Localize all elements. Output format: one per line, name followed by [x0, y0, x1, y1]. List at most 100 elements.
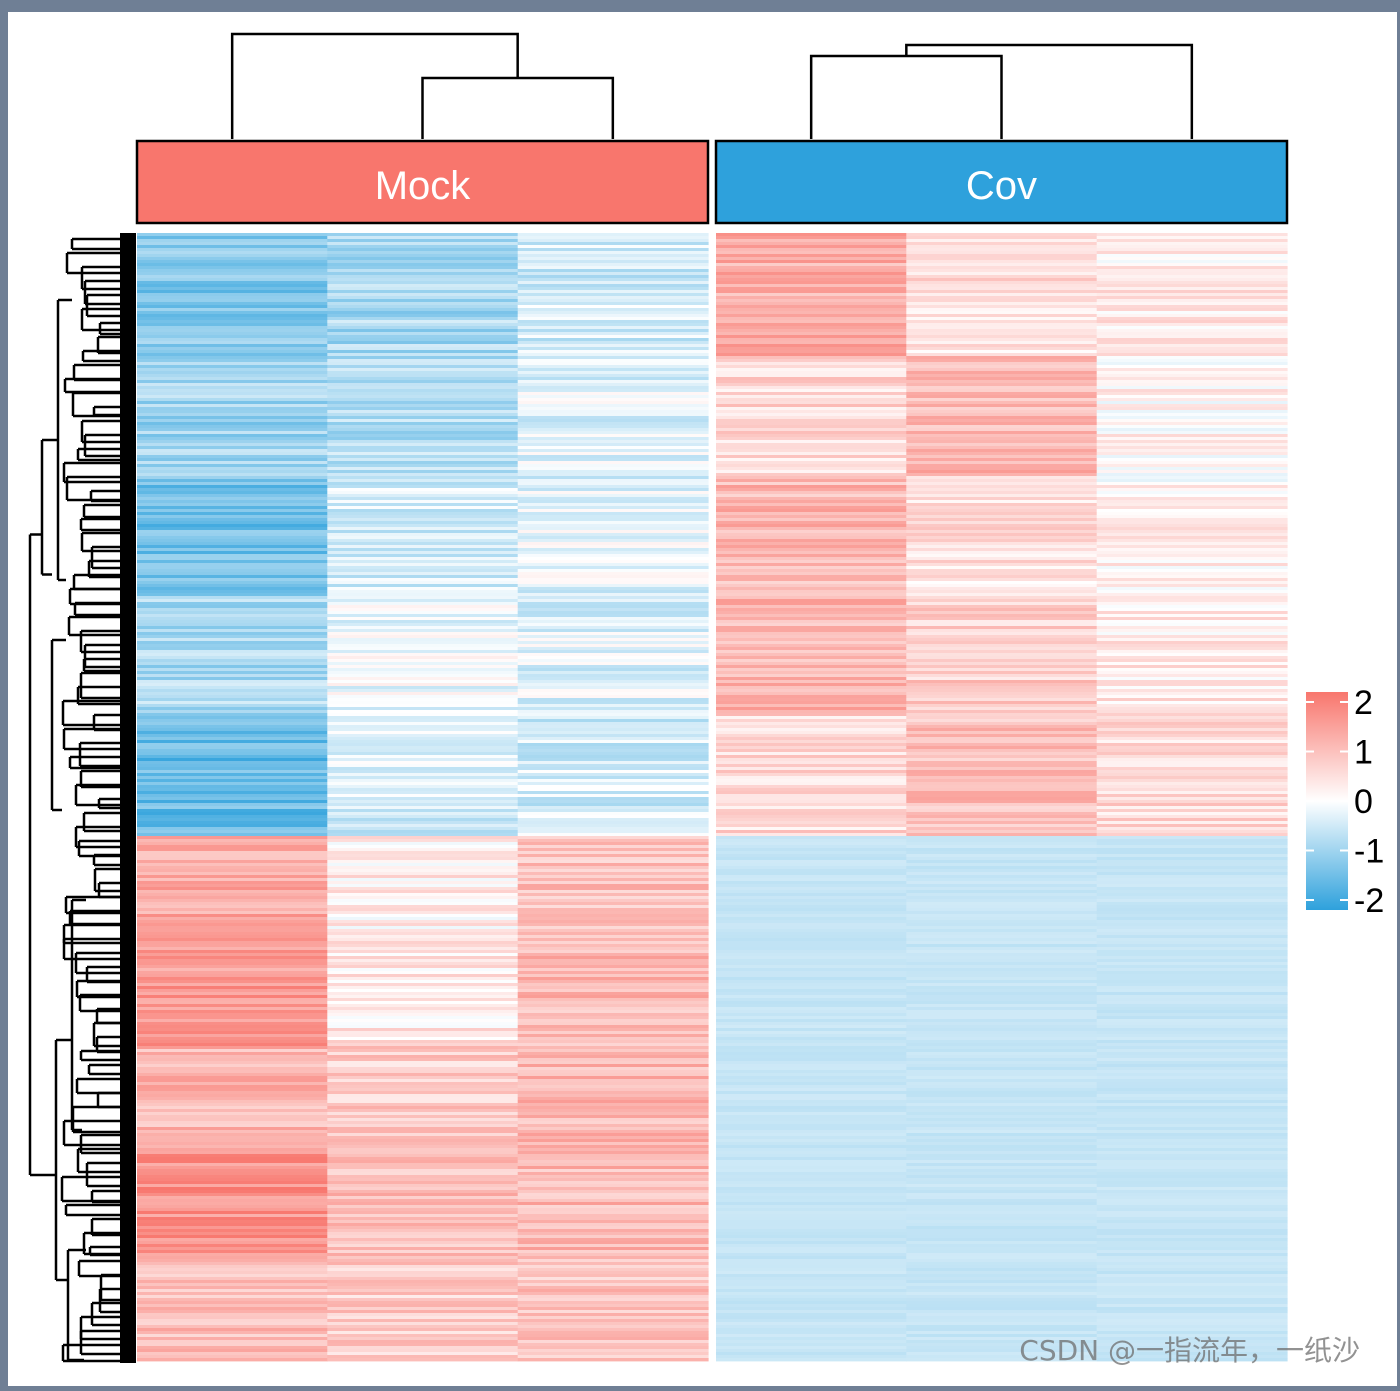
heatmap-cell [517, 254, 709, 258]
heatmap-cell [327, 1205, 519, 1209]
heatmap-cell [716, 344, 907, 348]
heatmap-cell [906, 698, 1098, 702]
heatmap-cell [1096, 884, 1288, 888]
heatmap-cell [1096, 845, 1288, 849]
heatmap-cell [327, 773, 519, 777]
heatmap-cell [137, 1355, 328, 1359]
heatmap-cell [517, 749, 709, 753]
heatmap-cell [1096, 1349, 1288, 1353]
heatmap-cell [906, 365, 1098, 369]
heatmap-cell [906, 1205, 1098, 1209]
legend-tick-label: -2 [1354, 882, 1384, 920]
heatmap-cell [517, 731, 709, 735]
heatmap-cell [327, 1163, 519, 1167]
heatmap-cell [906, 734, 1098, 738]
heatmap-cell [716, 971, 907, 975]
heatmap-cell [517, 1358, 709, 1362]
heatmap-cell [906, 1049, 1098, 1053]
heatmap-cell [1096, 1070, 1288, 1074]
heatmap-cell [327, 428, 519, 432]
heatmap-cell [517, 1040, 709, 1044]
heatmap-cell [137, 1037, 328, 1041]
heatmap-cell [716, 1109, 907, 1113]
heatmap-cell [327, 998, 519, 1002]
heatmap-cell [1096, 998, 1288, 1002]
heatmap-cell [716, 1337, 907, 1341]
heatmap-cell [716, 959, 907, 963]
heatmap-cell [137, 632, 328, 636]
heatmap-cell [517, 1052, 709, 1056]
heatmap-cell [716, 704, 907, 708]
heatmap-cell [517, 239, 709, 243]
heatmap-cell [1096, 1046, 1288, 1050]
heatmap-cell [1096, 671, 1288, 675]
heatmap-cell [906, 695, 1098, 699]
heatmap-cell [137, 1154, 328, 1158]
heatmap-cell [716, 1301, 907, 1305]
heatmap-cell [906, 1223, 1098, 1227]
heatmap-cell [517, 722, 709, 726]
heatmap-cell [327, 455, 519, 459]
heatmap-cell [716, 392, 907, 396]
heatmap-cell [327, 803, 519, 807]
heatmap-cell [906, 872, 1098, 876]
heatmap-cell [1096, 704, 1288, 708]
heatmap-cell [517, 689, 709, 693]
heatmap-cell [716, 236, 907, 240]
heatmap-cell [327, 350, 519, 354]
heatmap-cell [137, 1112, 328, 1116]
heatmap-cell [1096, 620, 1288, 624]
heatmap-cell [137, 479, 328, 483]
heatmap-cell [517, 1019, 709, 1023]
heatmap-cell [716, 365, 907, 369]
heatmap-cell [716, 1028, 907, 1032]
heatmap-cell [1096, 1172, 1288, 1176]
heatmap-cell [906, 518, 1098, 522]
heatmap-cell [716, 350, 907, 354]
heatmap-cell [1096, 416, 1288, 420]
heatmap-cell [716, 260, 907, 264]
heatmap-cell [716, 875, 907, 879]
heatmap-cell [1096, 1004, 1288, 1008]
heatmap-cell [1096, 548, 1288, 552]
heatmap-cell [327, 869, 519, 873]
heatmap-cell [716, 242, 907, 246]
heatmap-cell [327, 263, 519, 267]
heatmap-cell [517, 677, 709, 681]
heatmap-cell [906, 398, 1098, 402]
heatmap-cell [906, 1265, 1098, 1269]
heatmap-cell [137, 680, 328, 684]
heatmap-cell [716, 254, 907, 258]
heatmap-cell [1096, 263, 1288, 267]
heatmap-cell [906, 626, 1098, 630]
heatmap-cell [327, 611, 519, 615]
row-dendro-branch [79, 1315, 120, 1341]
heatmap-cell [327, 257, 519, 261]
heatmap-cell [327, 419, 519, 423]
heatmap-cell [1096, 512, 1288, 516]
heatmap-cell [906, 983, 1098, 987]
heatmap-cell [1096, 596, 1288, 600]
heatmap-cell [327, 1331, 519, 1335]
heatmap-cell [517, 905, 709, 909]
heatmap-cell [906, 764, 1098, 768]
heatmap-cell [716, 1295, 907, 1299]
heatmap-cell [517, 1115, 709, 1119]
heatmap-cell [906, 911, 1098, 915]
heatmap-cell [906, 1133, 1098, 1137]
heatmap-cell [716, 590, 907, 594]
heatmap-cell [517, 449, 709, 453]
heatmap-cell [1096, 371, 1288, 375]
heatmap-cell [327, 1208, 519, 1212]
heatmap-cell [137, 902, 328, 906]
heatmap-cell [517, 1274, 709, 1278]
heatmap-cell [517, 911, 709, 915]
heatmap-cell [517, 1160, 709, 1164]
heatmap-cell [1096, 407, 1288, 411]
heatmap-cell [137, 521, 328, 525]
heatmap-cell [517, 581, 709, 585]
heatmap-cell [327, 680, 519, 684]
heatmap-cell [1096, 491, 1288, 495]
heatmap-cell [1096, 482, 1288, 486]
heatmap-cell [906, 611, 1098, 615]
